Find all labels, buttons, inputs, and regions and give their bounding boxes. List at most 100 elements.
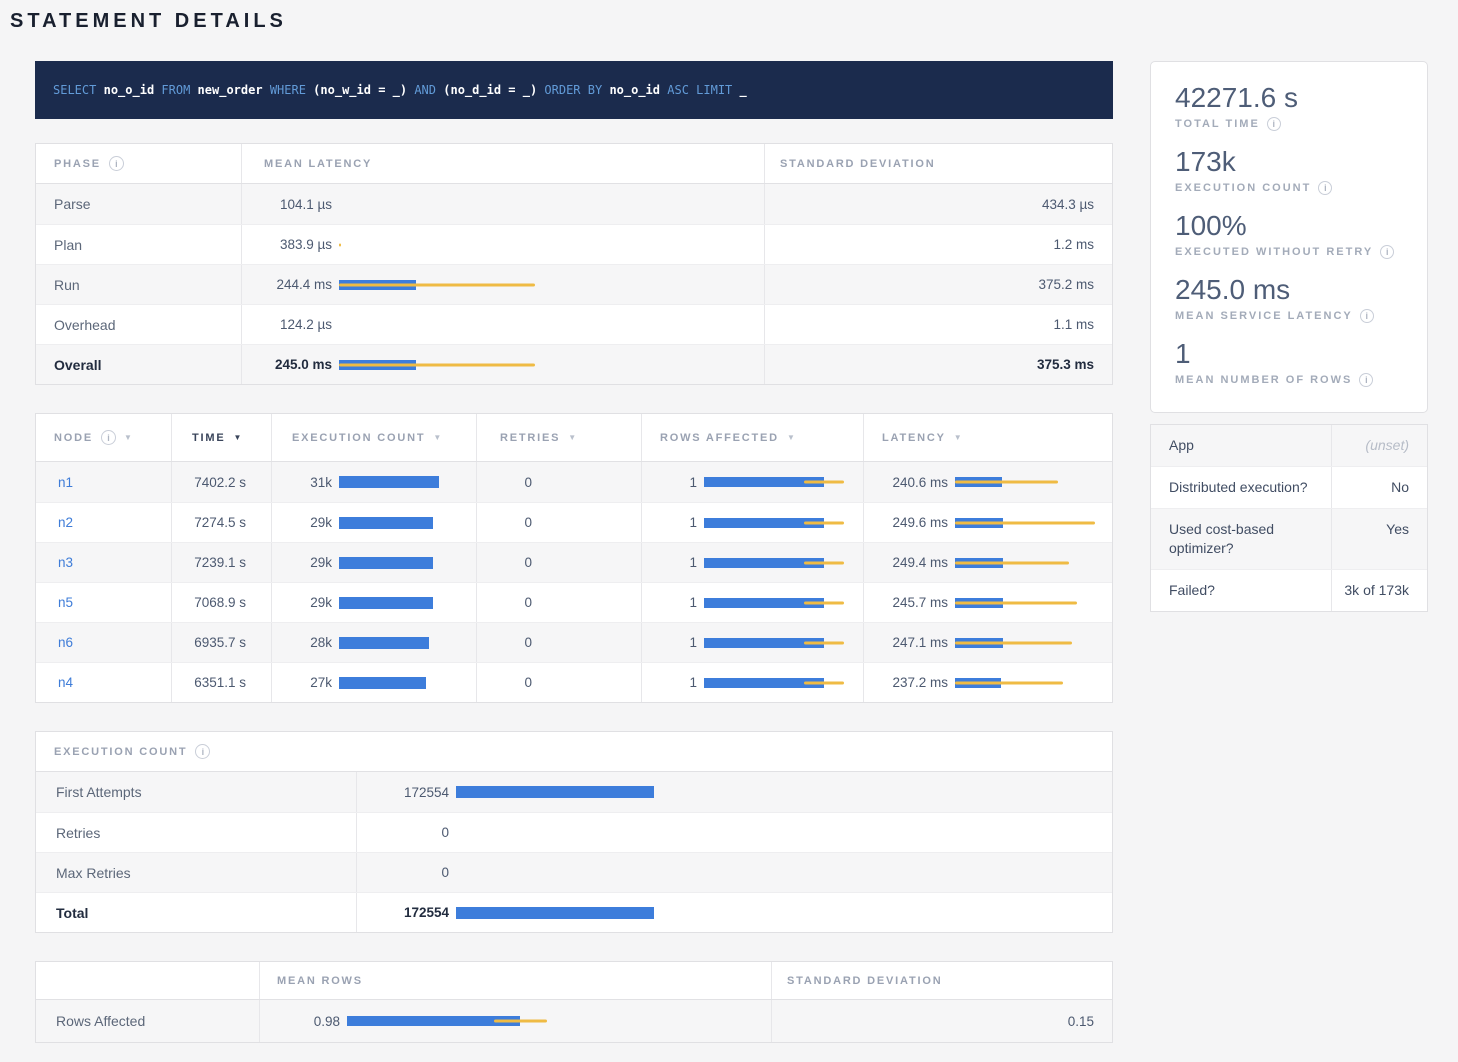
sql-identifier: (no_w_id = _) <box>313 83 407 97</box>
node-cell: n5 <box>36 583 171 622</box>
rows-affected-cell: 1 <box>641 583 863 622</box>
node-column-header[interactable]: NODE i ▼ <box>36 414 171 461</box>
node-link[interactable]: n6 <box>58 635 73 650</box>
info-icon[interactable]: i <box>1380 245 1394 259</box>
retries-cell: 0 <box>476 543 641 582</box>
stddev-cell: 0.15 <box>771 1000 1114 1042</box>
time-cell: 7402.2 s <box>171 462 271 502</box>
info-icon[interactable]: i <box>109 156 124 171</box>
retries-value: 0 <box>477 475 532 490</box>
execution-count-value: 27k <box>272 675 332 690</box>
sql-keyword: ORDER BY <box>544 83 602 97</box>
bar-stdev <box>494 1020 547 1023</box>
stat-label: EXECUTED WITHOUT RETRYi <box>1175 245 1403 259</box>
retries-value: 0 <box>477 595 532 610</box>
node-link[interactable]: n4 <box>58 675 73 690</box>
mean-rows-column-header: MEAN ROWS <box>259 962 771 999</box>
sql-keyword: SELECT <box>53 83 96 97</box>
latency-value: 249.6 ms <box>864 515 948 530</box>
bar-chart <box>456 784 1106 800</box>
bar-stdev <box>955 481 1058 484</box>
retries-cell: 0 <box>476 583 641 622</box>
execution-count-row-label: First Attempts <box>36 772 356 812</box>
info-icon[interactable]: i <box>1318 181 1332 195</box>
bar-chart <box>704 635 854 651</box>
latency-column-header[interactable]: LATENCY ▼ <box>863 414 1114 461</box>
bar-stdev <box>955 521 1095 524</box>
execution-count-column-header[interactable]: EXECUTION COUNT ▼ <box>271 414 476 461</box>
execution-count-cell: 28k <box>271 623 476 662</box>
execution-count-row: Retries0 <box>36 812 1112 852</box>
mean-latency-value: 244.4 ms <box>242 277 332 292</box>
details-row-label: Distributed execution? <box>1151 467 1331 508</box>
info-icon[interactable]: i <box>1359 373 1373 387</box>
execution-count-title-label: EXECUTION COUNT <box>54 746 187 758</box>
stat-label-text: EXECUTION COUNT <box>1175 182 1311 194</box>
stddev-column-header: STANDARD DEVIATION <box>764 144 1114 183</box>
stddev-header-label: STANDARD DEVIATION <box>780 158 935 170</box>
time-cell: 7239.1 s <box>171 543 271 582</box>
bar-mean <box>339 677 426 689</box>
sql-keyword: AND <box>414 83 436 97</box>
main-column: SELECT no_o_id FROM new_order WHERE (no_… <box>35 61 1113 1043</box>
stat-value: 100% <box>1175 210 1403 242</box>
node-link[interactable]: n2 <box>58 515 73 530</box>
info-icon[interactable]: i <box>195 744 210 759</box>
phase-name: Run <box>36 265 241 304</box>
sql-identifier: _ <box>740 83 747 97</box>
stat-value: 173k <box>1175 146 1403 178</box>
retries-value: 0 <box>477 635 532 650</box>
bar-chart <box>339 595 470 611</box>
sort-arrow-icon: ▼ <box>124 433 132 442</box>
sql-keyword: FROM <box>161 83 190 97</box>
node-link[interactable]: n5 <box>58 595 73 610</box>
sort-arrow-icon: ▼ <box>233 433 241 442</box>
details-row: Failed?3k of 173k <box>1151 569 1427 611</box>
bar-stdev <box>804 681 845 684</box>
bar-chart <box>704 555 854 571</box>
time-value: 7239.1 s <box>194 555 246 570</box>
stddev-value: 1.1 ms <box>1053 317 1094 332</box>
time-column-header[interactable]: TIME ▼ <box>171 414 271 461</box>
bar-mean <box>456 786 654 798</box>
node-row: n27274.5 s29k01249.6 ms <box>36 502 1112 542</box>
execution-count-header-label: EXECUTION COUNT <box>292 432 425 444</box>
phase-name: Plan <box>36 225 241 264</box>
stat-value: 1 <box>1175 338 1403 370</box>
node-cell: n2 <box>36 503 171 542</box>
mean-latency-cell: 124.2 µs <box>241 305 764 344</box>
node-link[interactable]: n1 <box>58 475 73 490</box>
rows-affected-column-header[interactable]: ROWS AFFECTED ▼ <box>641 414 863 461</box>
node-link[interactable]: n3 <box>58 555 73 570</box>
retries-cell: 0 <box>476 503 641 542</box>
info-icon[interactable]: i <box>101 430 116 445</box>
sort-arrow-icon: ▼ <box>954 433 962 442</box>
execution-count-table-body: First Attempts172554Retries0Max Retries0… <box>36 772 1112 932</box>
info-icon[interactable]: i <box>1360 309 1374 323</box>
execution-count-value: 31k <box>272 475 332 490</box>
bar-chart <box>339 515 470 531</box>
bar-mean <box>339 476 439 488</box>
execution-count-title: EXECUTION COUNT i <box>36 732 1114 771</box>
node-cell: n1 <box>36 462 171 502</box>
bar-chart <box>704 515 854 531</box>
page-title: STATEMENT DETAILS <box>10 10 1458 33</box>
info-icon[interactable]: i <box>1267 117 1281 131</box>
sql-identifier: new_order <box>198 83 263 97</box>
sort-arrow-icon: ▼ <box>787 433 795 442</box>
details-row: Distributed execution?No <box>1151 466 1427 508</box>
retries-column-header[interactable]: RETRIES ▼ <box>476 414 641 461</box>
time-header-label: TIME <box>192 432 225 444</box>
bar-stdev <box>955 601 1077 604</box>
bar-chart <box>955 595 1100 611</box>
mean-latency-value: 124.2 µs <box>242 317 332 332</box>
sql-statement-text: SELECT no_o_id FROM new_order WHERE (no_… <box>53 83 747 97</box>
latency-value: 247.1 ms <box>864 635 948 650</box>
sql-identifier: no_o_id <box>104 83 155 97</box>
sql-identifier: no_o_id <box>609 83 660 97</box>
sort-arrow-icon: ▼ <box>568 433 576 442</box>
mean-latency-column-header: MEAN LATENCY <box>241 144 764 183</box>
node-row: n37239.1 s29k01249.4 ms <box>36 542 1112 582</box>
latency-value: 245.7 ms <box>864 595 948 610</box>
stat-value: 42271.6 s <box>1175 82 1403 114</box>
